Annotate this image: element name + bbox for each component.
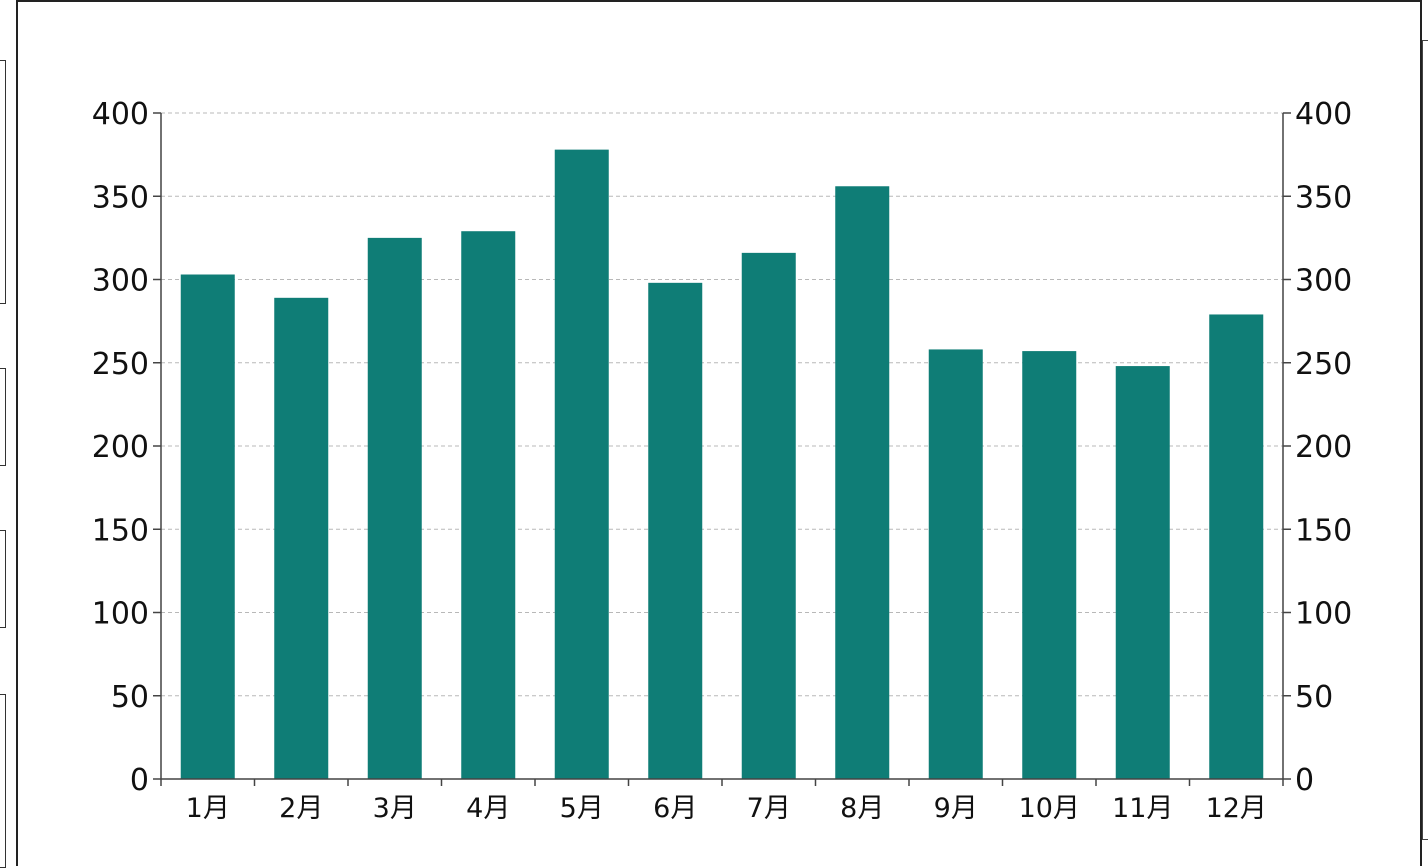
x-category-label: 11月 [1112, 793, 1173, 824]
left-y-tick-label: 300 [92, 264, 149, 299]
x-category-label: 3月 [373, 793, 417, 824]
x-category-label: 6月 [653, 793, 697, 824]
right-y-tick-label: 50 [1295, 680, 1333, 715]
gridlines [161, 112, 1283, 697]
chart-frame [16, 0, 1422, 866]
bar [367, 237, 422, 779]
bar [1209, 314, 1264, 779]
bar [1022, 351, 1077, 779]
bars [180, 149, 1264, 780]
right-y-tick-label: 350 [1295, 180, 1352, 215]
right-edge-mark [1422, 40, 1428, 840]
left-edge-mark [0, 530, 6, 628]
bar [648, 282, 703, 779]
left-edge-mark [0, 60, 6, 304]
bar [928, 349, 983, 779]
right-y-tick-label: 400 [1295, 97, 1352, 132]
x-category-label: 1月 [186, 793, 230, 824]
x-category-label: 4月 [466, 793, 510, 824]
x-category-label: 5月 [560, 793, 604, 824]
bar [461, 231, 516, 780]
left-y-tick-label: 50 [111, 680, 149, 715]
bar [1115, 366, 1170, 779]
right-y-tick-label: 250 [1295, 347, 1352, 382]
left-y-tick-label: 150 [92, 513, 149, 548]
bar [274, 297, 329, 779]
axes [153, 112, 1291, 786]
left-y-tick-label: 250 [92, 347, 149, 382]
right-y-tick-label: 0 [1295, 763, 1314, 798]
left-y-tick-label: 0 [130, 763, 149, 798]
bar [180, 274, 235, 779]
x-category-label: 7月 [747, 793, 791, 824]
left-y-tick-label: 100 [92, 597, 149, 632]
x-category-label: 2月 [279, 793, 323, 824]
bar [741, 252, 796, 780]
right-y-tick-label: 150 [1295, 513, 1352, 548]
labels: 0 0 50 50 100 100 150 150 200 200 250 250 300 300 350 3… [92, 97, 1353, 824]
x-category-label: 9月 [934, 793, 978, 824]
right-y-tick-label: 100 [1295, 597, 1352, 632]
left-edge-mark [0, 368, 6, 466]
right-y-tick-label: 300 [1295, 264, 1352, 299]
x-category-label: 10月 [1019, 793, 1080, 824]
x-category-label: 12月 [1206, 793, 1267, 824]
left-y-tick-label: 350 [92, 180, 149, 215]
bar [554, 149, 609, 779]
x-category-label: 8月 [840, 793, 884, 824]
bar [835, 186, 890, 779]
right-y-tick-label: 200 [1295, 430, 1352, 465]
left-y-tick-label: 200 [92, 430, 149, 465]
left-y-tick-label: 400 [92, 97, 149, 132]
